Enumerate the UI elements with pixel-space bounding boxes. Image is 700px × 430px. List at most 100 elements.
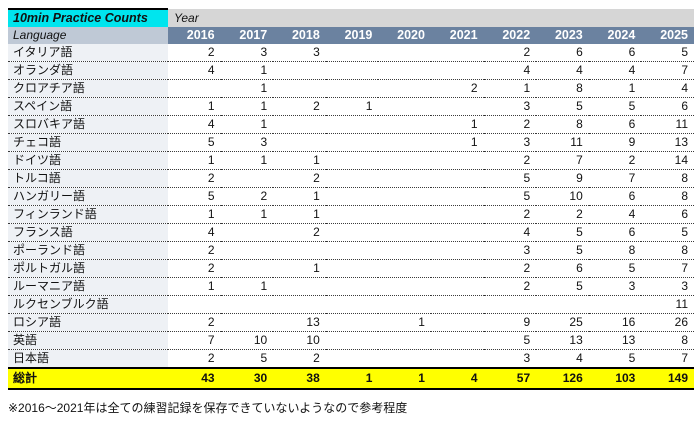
value-cell: 1 bbox=[483, 79, 537, 98]
language-cell: チェコ語 bbox=[8, 133, 168, 152]
year-header-2023: 2023 bbox=[536, 27, 589, 44]
value-cell: 2 bbox=[220, 187, 274, 206]
spreadsheet-page: 10min Practice Counts Year Language 2016… bbox=[8, 8, 694, 415]
table-row: 日本語 2 5 2 3 4 5 7 bbox=[8, 349, 694, 369]
value-cell bbox=[325, 115, 379, 134]
language-cell: フィンランド語 bbox=[8, 205, 168, 224]
practice-counts-table: 10min Practice Counts Year Language 2016… bbox=[8, 8, 694, 390]
value-cell bbox=[220, 259, 274, 278]
value-cell: 8 bbox=[536, 79, 589, 98]
value-cell: 10 bbox=[273, 331, 326, 350]
value-cell bbox=[430, 187, 484, 206]
year-header-2024: 2024 bbox=[588, 27, 642, 44]
value-cell: 10 bbox=[536, 187, 589, 206]
language-cell: 日本語 bbox=[8, 349, 168, 369]
year-header-2017: 2017 bbox=[220, 27, 274, 44]
value-cell: 9 bbox=[483, 313, 537, 332]
year-header-row: Language 2016 2017 2018 2019 2020 2021 2022 202… bbox=[8, 27, 694, 44]
value-cell: 25 bbox=[536, 313, 589, 332]
value-cell: 3 bbox=[483, 349, 537, 369]
year-header-2019: 2019 bbox=[325, 27, 379, 44]
total-value-cell: 1 bbox=[378, 367, 431, 390]
table-row: フィンランド語 1 1 1 2 2 4 6 bbox=[8, 205, 694, 224]
value-cell bbox=[430, 44, 484, 62]
value-cell: 11 bbox=[641, 295, 694, 314]
value-cell: 2 bbox=[483, 115, 537, 134]
value-cell: 2 bbox=[168, 241, 221, 260]
table-row: ドイツ語 1 1 1 2 7 2 14 bbox=[8, 151, 694, 170]
value-cell: 13 bbox=[641, 133, 694, 152]
title-row: 10min Practice Counts Year bbox=[8, 8, 694, 27]
value-cell: 6 bbox=[536, 259, 589, 278]
value-cell bbox=[273, 115, 326, 134]
value-cell: 6 bbox=[588, 44, 642, 62]
language-cell: イタリア語 bbox=[8, 44, 168, 62]
value-cell: 5 bbox=[483, 169, 537, 188]
value-cell: 11 bbox=[641, 115, 694, 134]
value-cell: 14 bbox=[641, 151, 694, 170]
value-cell bbox=[325, 61, 379, 80]
value-cell: 3 bbox=[641, 277, 694, 296]
value-cell: 1 bbox=[220, 61, 274, 80]
total-value-cell: 126 bbox=[536, 367, 589, 390]
value-cell: 1 bbox=[273, 151, 326, 170]
value-cell: 6 bbox=[641, 97, 694, 116]
value-cell bbox=[220, 223, 274, 242]
value-cell: 1 bbox=[220, 115, 274, 134]
language-cell: ハンガリー語 bbox=[8, 187, 168, 206]
table-row: イタリア語 2 3 3 2 6 6 5 bbox=[8, 44, 694, 62]
language-cell: ポルトガル語 bbox=[8, 259, 168, 278]
value-cell bbox=[325, 241, 379, 260]
value-cell: 4 bbox=[483, 61, 537, 80]
table-row: フランス語 4 2 4 5 6 5 bbox=[8, 223, 694, 242]
value-cell bbox=[378, 44, 431, 62]
value-cell: 2 bbox=[168, 259, 221, 278]
value-cell: 4 bbox=[588, 205, 642, 224]
value-cell bbox=[378, 205, 431, 224]
language-cell: クロアチア語 bbox=[8, 79, 168, 98]
value-cell: 6 bbox=[536, 44, 589, 62]
total-value-cell: 30 bbox=[220, 367, 274, 390]
year-header-2025: 2025 bbox=[641, 27, 694, 44]
table-row: スロバキア語 4 1 1 2 8 6 11 bbox=[8, 115, 694, 134]
value-cell: 6 bbox=[588, 187, 642, 206]
value-cell: 13 bbox=[536, 331, 589, 350]
value-cell: 5 bbox=[536, 277, 589, 296]
value-cell bbox=[378, 331, 431, 350]
value-cell: 5 bbox=[483, 331, 537, 350]
value-cell bbox=[325, 295, 379, 314]
value-cell bbox=[588, 295, 642, 314]
value-cell bbox=[325, 169, 379, 188]
value-cell: 5 bbox=[588, 349, 642, 369]
value-cell: 4 bbox=[168, 61, 221, 80]
value-cell bbox=[325, 277, 379, 296]
value-cell: 1 bbox=[220, 151, 274, 170]
language-cell: ルクセンブルク語 bbox=[8, 295, 168, 314]
table-row: 英語 7 10 10 5 13 13 8 bbox=[8, 331, 694, 350]
value-cell: 1 bbox=[588, 79, 642, 98]
value-cell: 4 bbox=[536, 61, 589, 80]
value-cell bbox=[378, 187, 431, 206]
total-value-cell: 103 bbox=[588, 367, 642, 390]
value-cell: 6 bbox=[641, 205, 694, 224]
value-cell: 10 bbox=[220, 331, 274, 350]
value-cell bbox=[483, 295, 537, 314]
value-cell bbox=[378, 223, 431, 242]
value-cell: 1 bbox=[168, 151, 221, 170]
value-cell: 3 bbox=[483, 133, 537, 152]
value-cell: 7 bbox=[641, 349, 694, 369]
value-cell bbox=[378, 97, 431, 116]
language-axis-label: Language bbox=[8, 27, 168, 44]
value-cell bbox=[378, 133, 431, 152]
value-cell bbox=[220, 313, 274, 332]
value-cell bbox=[220, 295, 274, 314]
value-cell: 16 bbox=[588, 313, 642, 332]
value-cell: 5 bbox=[536, 241, 589, 260]
table-title: 10min Practice Counts bbox=[8, 8, 168, 27]
value-cell: 13 bbox=[588, 331, 642, 350]
value-cell: 7 bbox=[168, 331, 221, 350]
value-cell bbox=[430, 97, 484, 116]
year-header-2018: 2018 bbox=[273, 27, 326, 44]
value-cell bbox=[378, 79, 431, 98]
value-cell: 9 bbox=[536, 169, 589, 188]
